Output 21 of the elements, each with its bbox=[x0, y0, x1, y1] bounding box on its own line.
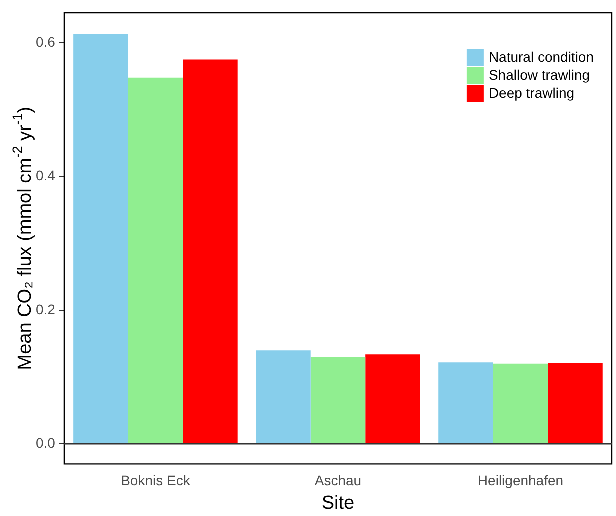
y-tick-label: 0.4 bbox=[36, 168, 56, 184]
legend-label: Natural condition bbox=[488, 48, 594, 65]
bar bbox=[366, 354, 420, 444]
bar bbox=[548, 363, 603, 444]
y-tick-label: 0.6 bbox=[36, 34, 56, 50]
x-tick-label: Aschau bbox=[314, 472, 362, 488]
bar bbox=[128, 78, 184, 444]
bar bbox=[438, 362, 494, 444]
bar bbox=[183, 60, 238, 444]
x-axis-title: Site bbox=[322, 493, 355, 514]
x-tick-label: Heiligenhafen bbox=[478, 472, 564, 488]
y-tick-label: 0.0 bbox=[36, 435, 56, 452]
x-tick-label: Boknis Eck bbox=[121, 472, 192, 488]
y-tick-label: 0.2 bbox=[36, 301, 56, 318]
bar bbox=[256, 350, 311, 444]
bar bbox=[74, 34, 128, 444]
y-axis-title: Mean CO₂ flux (mmol cm-2 yr-1) bbox=[10, 106, 36, 370]
bar bbox=[310, 357, 366, 444]
legend-label: Deep trawling bbox=[488, 84, 575, 101]
legend-label: Shallow trawling bbox=[488, 66, 590, 83]
bar bbox=[493, 364, 548, 444]
